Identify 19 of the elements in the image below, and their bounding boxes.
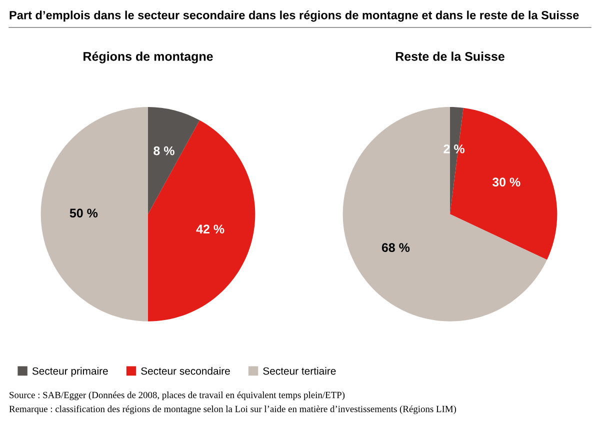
pie-slice [148, 120, 256, 322]
data-label: 42 % [196, 224, 224, 234]
text: Part d’emplois dans le secteur secondaire dans les régions de montagne et dans le reste de la Suisse [10, 10, 579, 22]
data-label: 68 % [382, 243, 410, 252]
pie-slice [148, 106, 200, 214]
chart-title: Reste de la Suisse [396, 52, 504, 61]
source-note: Source : SAB/Egger (Données de 2008, places de travail en équivalent temps plein/ETP) [10, 392, 345, 400]
legend-label: Secteur tertiaire [263, 367, 336, 375]
chart-title: Régions de montagne [84, 52, 213, 64]
pie-slice [450, 108, 558, 260]
pie-slice [342, 106, 547, 322]
legend-label: Secteur secondaire [141, 367, 230, 375]
pie-slice [40, 106, 148, 322]
data-label: 8 % [154, 146, 174, 156]
legend-label: Secteur primaire [32, 367, 108, 377]
data-label: 50 % [70, 208, 98, 218]
text: Remarque : classification des régions de montagne selon la Loi sur l’aide en matière d’investissements (Régions LIM) [9, 405, 456, 414]
pie-slice [450, 106, 464, 214]
data-label: 30 % [492, 178, 520, 187]
